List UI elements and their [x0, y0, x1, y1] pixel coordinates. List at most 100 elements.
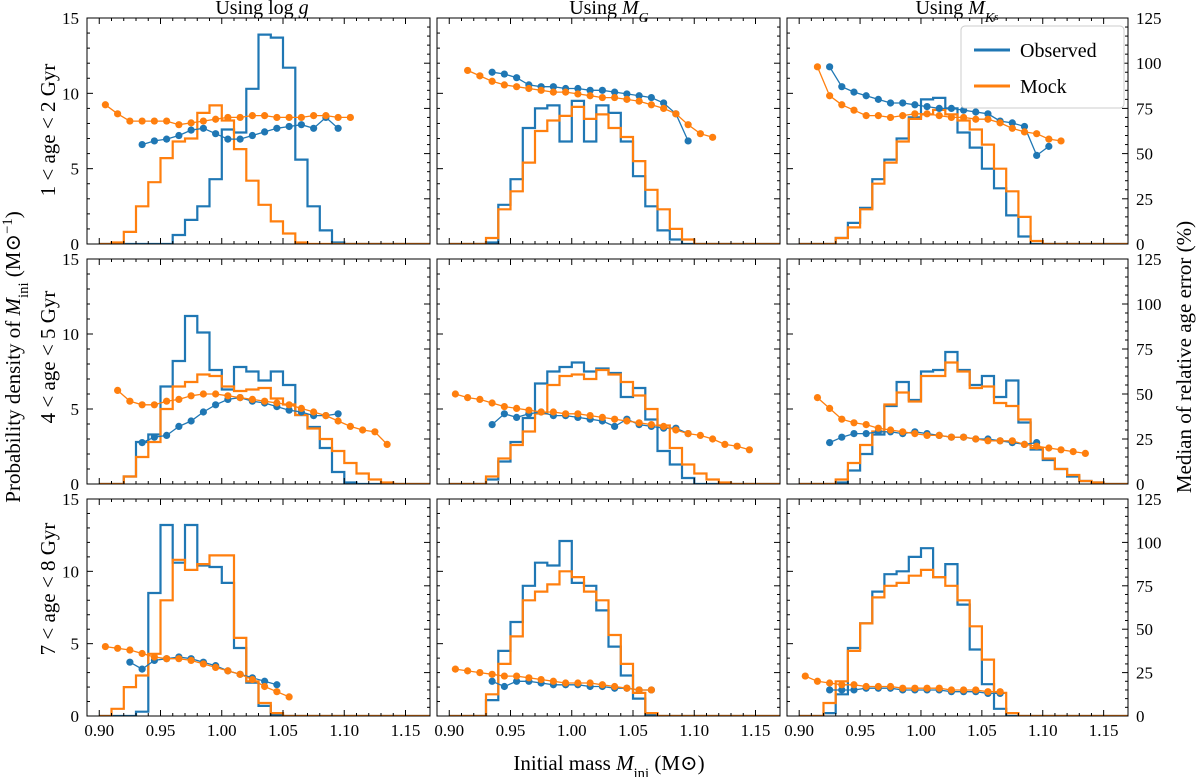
age-error-mock-point: [696, 431, 704, 439]
age-error-mock-point: [598, 413, 606, 421]
age-error-mock-point: [101, 642, 109, 651]
age-error-mock-point: [126, 397, 134, 405]
age-error-observed-point: [586, 86, 594, 94]
age-error-mock-point: [923, 684, 931, 692]
age-error-mock-point: [513, 404, 521, 412]
age-error-mock-point: [1069, 448, 1077, 456]
age-error-mock-point: [972, 115, 980, 123]
y-tick-label-right: 125: [1136, 250, 1162, 269]
age-error-mock-point: [537, 675, 545, 684]
column-title-log-g: Using log g: [215, 0, 308, 19]
age-error-observed-point: [199, 408, 207, 416]
age-error-observed-point: [574, 84, 582, 93]
age-error-observed-point: [947, 104, 956, 112]
age-error-mock-point: [586, 412, 594, 420]
age-error-observed-point: [660, 99, 668, 107]
age-error-mock-point: [175, 655, 183, 663]
age-error-mock-point: [574, 90, 582, 98]
age-error-mock-point: [850, 681, 858, 689]
column-title-mks: Using MKs: [915, 0, 998, 26]
age-error-mock-point: [984, 437, 992, 445]
age-error-observed-point: [611, 88, 619, 96]
age-error-mock-point: [537, 86, 545, 94]
y-tick-label-left: 10: [62, 325, 79, 344]
age-error-mock-point: [959, 433, 968, 441]
age-error-observed-point: [150, 433, 158, 441]
y-tick-label-left: 15: [62, 9, 79, 28]
age-error-mock-point: [959, 686, 968, 694]
age-error-observed-line: [829, 431, 1037, 446]
age-error-observed-point: [850, 686, 858, 694]
age-error-observed-point: [972, 108, 980, 116]
age-error-mock-point: [549, 88, 557, 96]
age-error-mock-point: [500, 403, 508, 411]
age-error-mock-point: [586, 679, 594, 687]
age-error-mock-point: [383, 440, 391, 448]
age-error-mock-point: [261, 397, 269, 405]
panel-r0c2: 0 25 50 75 100 125: [786, 9, 1162, 254]
age-error-mock-point: [635, 686, 643, 694]
histogram-observed: [99, 33, 430, 244]
age-error-observed-point: [488, 421, 496, 429]
y-tick-label-right: 50: [1136, 620, 1153, 639]
age-error-mock-point: [899, 112, 907, 120]
panel-r0c1: [436, 17, 781, 245]
histogram-observed: [99, 523, 430, 716]
age-error-mock-point: [647, 101, 655, 109]
age-error-observed-point: [862, 92, 870, 100]
age-error-mock-point: [838, 101, 846, 109]
age-error-mock-point: [972, 435, 980, 443]
age-error-mock-point: [996, 437, 1004, 445]
age-error-mock-point: [647, 421, 655, 429]
x-tick-label: 1.15: [391, 721, 421, 740]
age-error-observed-point: [488, 68, 496, 76]
age-error-mock-point: [623, 95, 631, 103]
age-error-mock-point: [236, 394, 244, 402]
age-error-observed-point: [1008, 119, 1016, 127]
age-error-observed-point: [826, 439, 834, 447]
age-error-observed-point: [187, 417, 195, 425]
panel-r1c1: [436, 258, 781, 485]
row-label-4-5-gyr: 4 < age < 5 Gyr: [36, 291, 60, 424]
age-error-mock-point: [660, 104, 668, 112]
age-error-mock-point: [1045, 135, 1053, 143]
y-tick-label-right: 125: [1136, 490, 1162, 509]
age-error-observed-point: [248, 131, 256, 140]
y-tick-label-right: 100: [1136, 295, 1162, 314]
x-tick-label: 1.05: [268, 721, 298, 740]
age-error-observed-point: [911, 101, 919, 109]
age-error-mock-point: [163, 397, 171, 405]
histogram-mock: [99, 373, 430, 484]
age-error-mock-point: [187, 656, 195, 665]
age-error-mock-point: [899, 428, 907, 436]
y-tick-label-right: 75: [1136, 99, 1153, 118]
panel-r2c2: 0 25 50 75 100 125 0.90 0.95 1.00 1.05 1.10 1.15: [784, 490, 1161, 740]
age-error-mock-point: [261, 112, 269, 120]
age-error-observed-point: [850, 88, 858, 96]
legend-label-observed: Observed: [1020, 40, 1097, 62]
y-tick-label-left: 0: [71, 235, 80, 254]
age-error-mock-point: [273, 113, 281, 122]
age-error-mock-point: [1008, 124, 1016, 132]
x-tick-label: 1.05: [967, 721, 997, 740]
column-title-mg: Using MG: [569, 0, 649, 26]
age-error-observed-point: [273, 681, 281, 689]
histogram-mock: [799, 361, 1128, 484]
age-error-mock-point: [923, 431, 931, 439]
age-error-mock-point: [549, 677, 557, 685]
age-error-mock-point: [1033, 130, 1041, 138]
age-error-mock-point: [175, 121, 183, 129]
age-error-observed-point: [138, 140, 146, 149]
age-error-mock-point: [212, 115, 220, 123]
age-error-mock-line: [816, 397, 1086, 455]
plot-area: [99, 523, 430, 716]
age-error-mock-point: [297, 404, 305, 412]
y-tick-label-left: 5: [71, 400, 80, 419]
age-error-observed-point: [826, 686, 834, 694]
age-error-observed-point: [500, 682, 508, 691]
age-error-mock-point: [826, 679, 834, 687]
age-error-observed-point: [236, 135, 244, 143]
age-error-observed-point: [175, 422, 183, 430]
age-error-mock-point: [1081, 449, 1089, 457]
age-error-observed-point: [273, 124, 281, 132]
